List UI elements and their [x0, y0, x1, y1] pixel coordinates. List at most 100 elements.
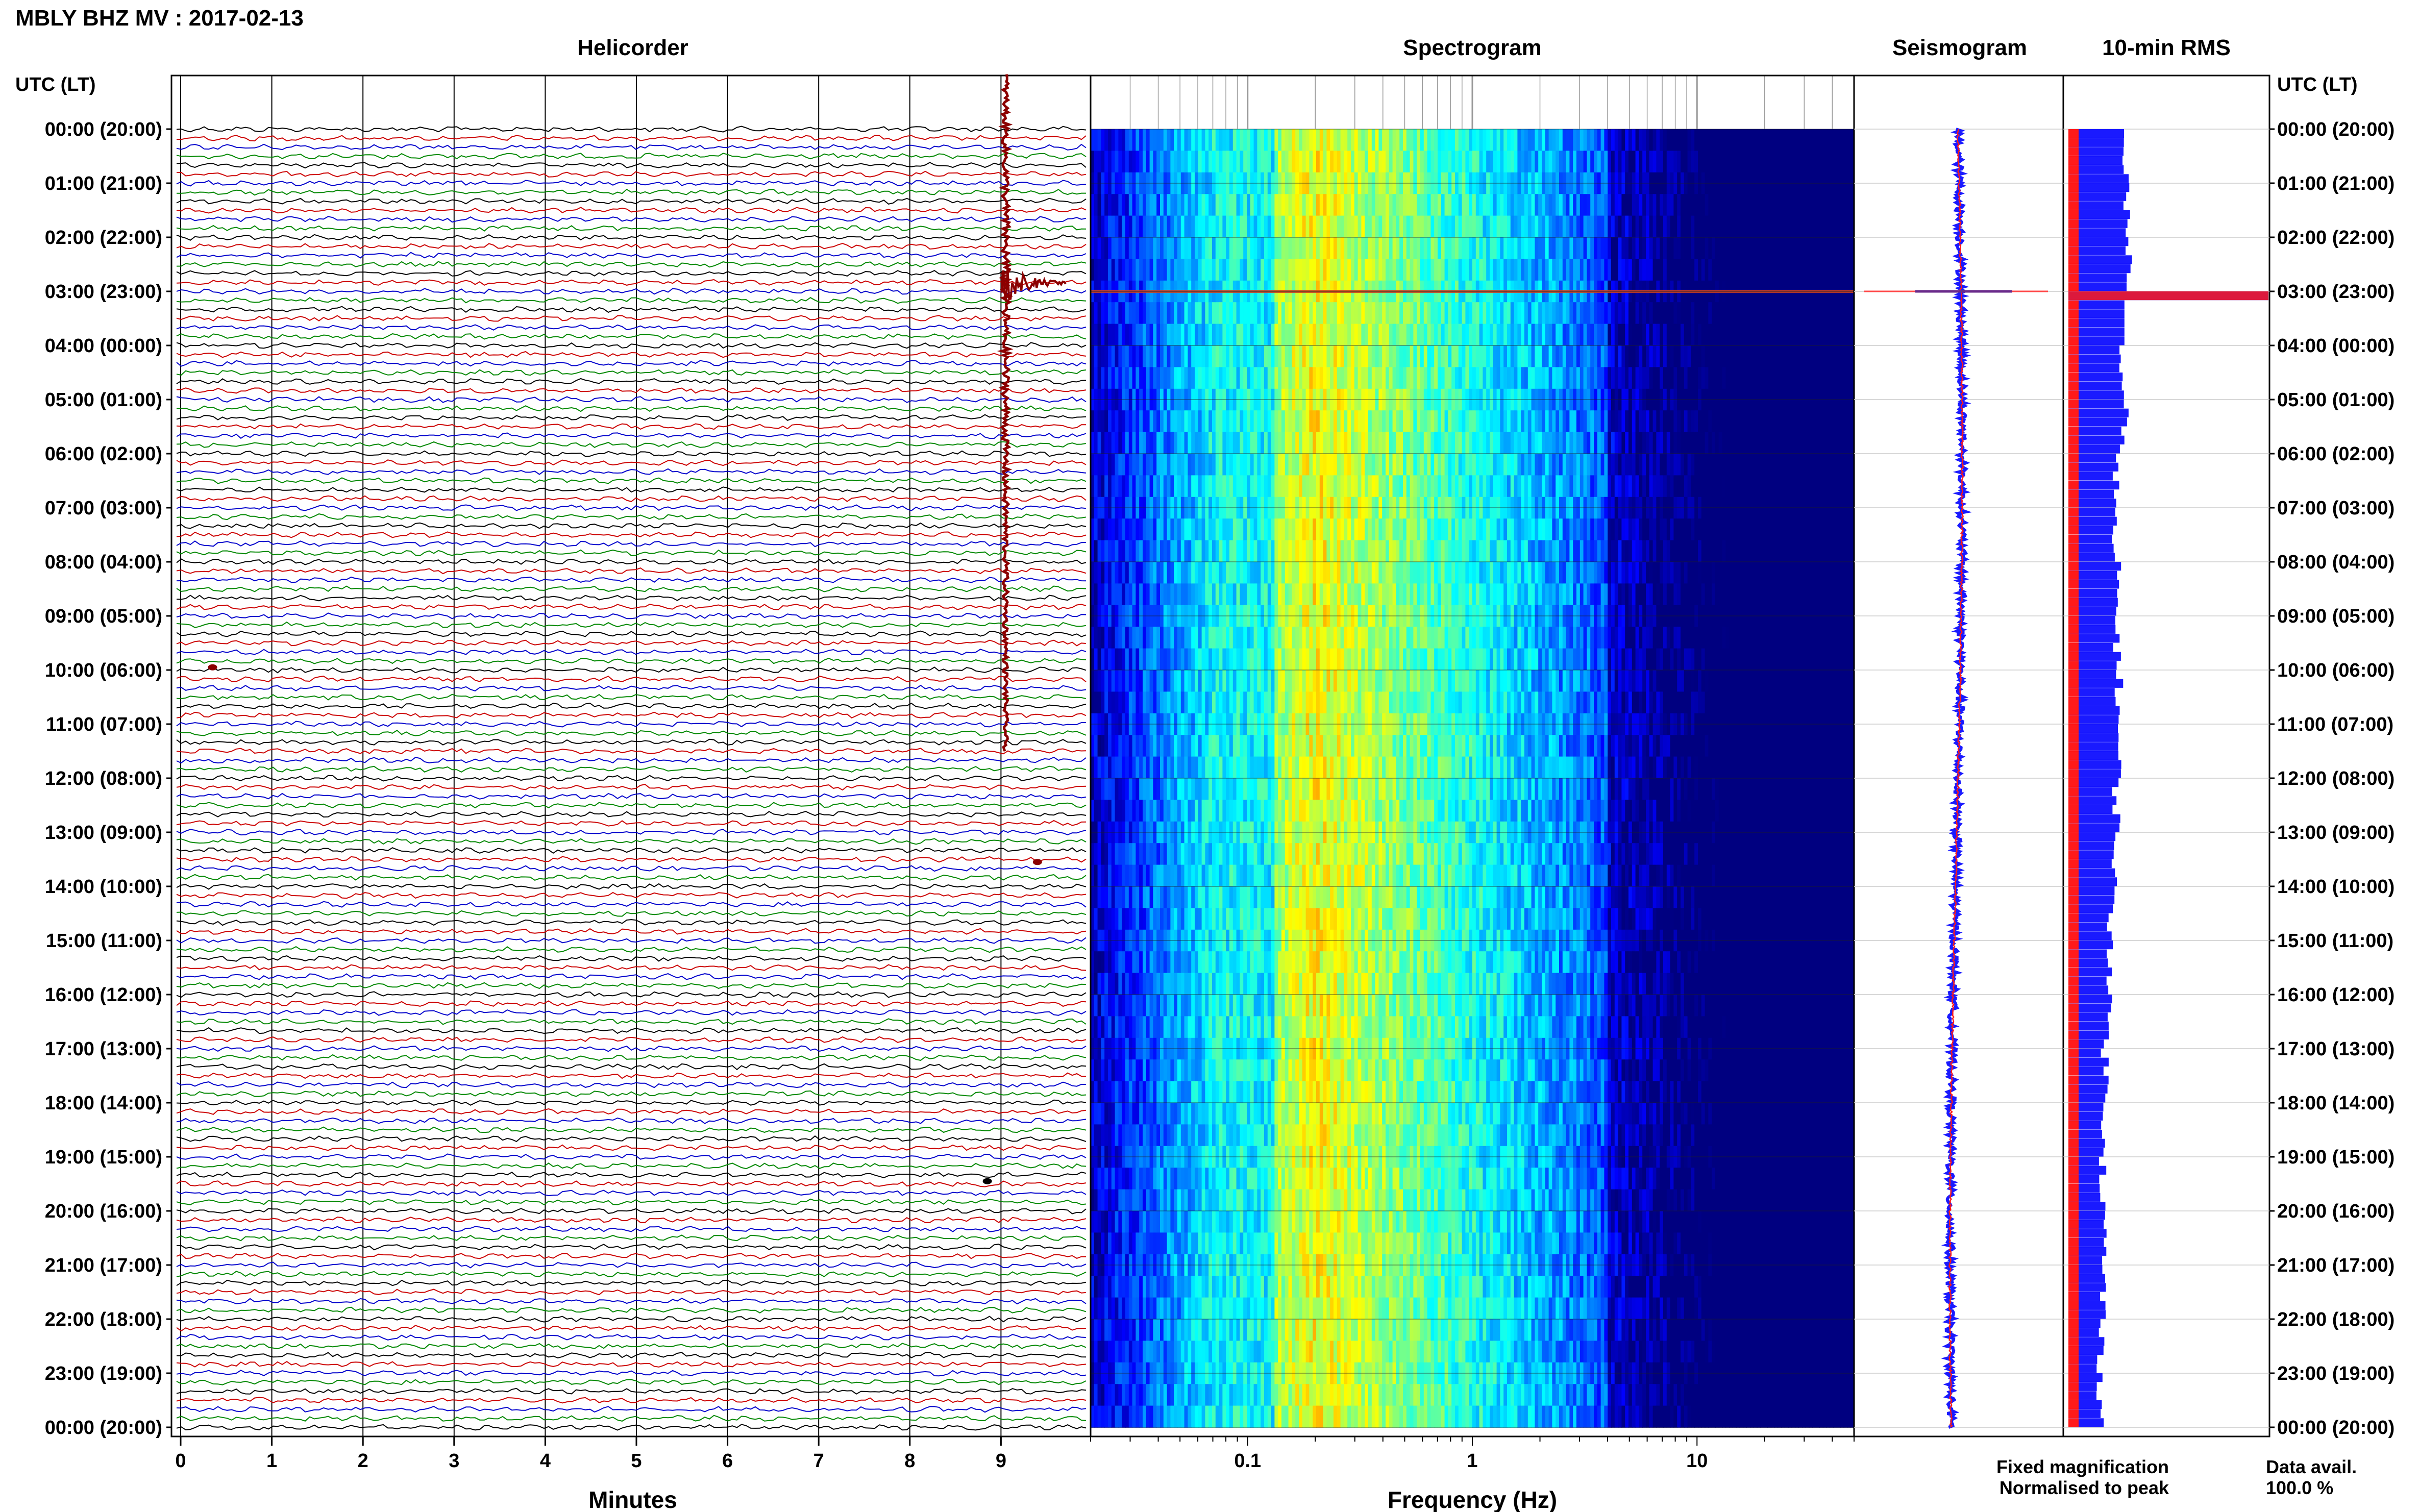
spectrogram-cell	[1243, 583, 1247, 606]
spectrogram-cell	[1365, 540, 1369, 562]
spectrogram-cell	[1302, 778, 1306, 801]
helicorder-trace	[176, 1045, 1087, 1052]
spectrogram-cell	[1108, 756, 1112, 779]
spectrogram-cell	[1191, 648, 1195, 671]
spectrogram-cell	[1316, 302, 1320, 325]
spectrogram-cell	[1108, 518, 1112, 541]
spectrogram-cell	[1160, 215, 1164, 238]
spectrogram-cell	[1115, 237, 1119, 260]
spectrogram-cell	[1257, 627, 1261, 649]
spectrogram-cell	[1288, 1232, 1293, 1255]
spectrogram-cell	[1212, 627, 1216, 649]
spectrogram-cell	[1357, 129, 1362, 152]
spectrogram-cell	[1091, 1276, 1095, 1298]
spectrogram-cell	[1091, 908, 1095, 930]
spectrogram-cell	[1156, 908, 1161, 930]
spectrogram-cell	[1153, 1405, 1157, 1428]
helicorder-trace	[176, 847, 1087, 854]
spectrogram-cell	[1354, 1016, 1359, 1038]
spectrogram-cell	[1323, 237, 1327, 260]
helicorder-trace	[176, 297, 1087, 304]
spectrogram-cell	[1351, 540, 1355, 562]
spectrogram-cell	[1132, 562, 1137, 584]
spectrogram-cell	[1184, 1016, 1189, 1038]
spectrogram-cell	[1292, 129, 1296, 152]
helicorder-x-tick-label: 4	[540, 1450, 551, 1472]
spectrogram-cell	[1184, 345, 1189, 368]
spectrogram-cell	[1330, 886, 1334, 909]
spectrogram-cell	[1361, 432, 1365, 454]
spectrogram-cell	[1323, 151, 1327, 173]
spectrogram-cell	[1198, 864, 1202, 887]
spectrogram-cell	[1177, 1405, 1181, 1428]
spectrogram-cell	[1115, 562, 1119, 584]
spectrogram-cell	[1153, 129, 1157, 152]
spectrogram-cell	[1143, 1211, 1147, 1233]
spectrogram-cell	[1149, 951, 1154, 974]
spectrogram-cell	[1125, 1059, 1129, 1082]
spectrogram-cell	[1184, 1168, 1189, 1190]
spectrogram-cell	[1226, 237, 1230, 260]
spectrogram-cell	[1219, 995, 1223, 1017]
spectrogram-cell	[1319, 886, 1324, 909]
spectrogram-cell	[1285, 1016, 1289, 1038]
spectrogram-cell	[1285, 1211, 1289, 1233]
spectrogram-cell	[1128, 518, 1133, 541]
helicorder-trace	[176, 495, 1087, 503]
spectrogram-cell	[1316, 778, 1320, 801]
spectrogram-cell	[1128, 194, 1133, 216]
spectrogram-cell	[1257, 995, 1261, 1017]
spectrogram-cell	[1295, 1059, 1299, 1082]
spectrogram-cell	[1302, 1103, 1306, 1125]
spectrogram-cell	[1281, 1297, 1286, 1320]
helicorder-trace	[176, 946, 1087, 953]
spectrogram-cell	[1323, 302, 1327, 325]
spectrogram-cell	[1299, 1016, 1303, 1038]
spectrogram-cell	[1354, 1189, 1359, 1211]
spectrogram-cell	[1264, 864, 1268, 887]
spectrogram-cell	[1170, 1211, 1174, 1233]
spectrogram-cell	[1188, 1081, 1192, 1103]
spectrogram-cell	[1128, 215, 1133, 238]
spectrogram-cell	[1357, 1124, 1362, 1147]
spectrogram-cell	[1101, 648, 1105, 671]
spectrogram-cell	[1365, 1124, 1369, 1147]
spectrogram-cell	[1177, 562, 1181, 584]
spectrogram-cell	[1295, 973, 1299, 995]
spectrogram-cell	[1201, 432, 1206, 454]
spectrogram-cell	[1264, 1016, 1268, 1038]
spectrogram-cell	[1337, 259, 1341, 281]
spectrogram-cell	[1351, 259, 1355, 281]
spectrogram-cell	[1091, 1341, 1095, 1363]
spectrogram-cell	[1174, 756, 1178, 779]
spectrogram-cell	[1191, 670, 1195, 692]
spectrogram-cell	[1180, 627, 1185, 649]
spectrogram-cell	[1118, 454, 1122, 476]
spectrogram-cell	[1195, 800, 1199, 822]
spectrogram-cell	[1253, 973, 1258, 995]
spectrogram-cell	[1205, 1168, 1209, 1190]
spectrogram-cell	[1354, 1081, 1359, 1103]
spectrogram-cell	[1163, 518, 1168, 541]
spectrogram-cell	[1118, 540, 1122, 562]
helicorder-trace	[176, 1252, 1087, 1259]
spectrogram-cell	[1323, 215, 1327, 238]
spectrogram-cell	[1285, 778, 1289, 801]
spectrogram-cell	[1334, 735, 1338, 757]
spectrogram-cell	[1330, 691, 1334, 714]
spectrogram-cell	[1292, 648, 1296, 671]
spectrogram-cell	[1354, 951, 1359, 974]
spectrogram-cell	[1184, 864, 1189, 887]
spectrogram-cell	[1104, 800, 1108, 822]
spectrogram-cell	[1212, 194, 1216, 216]
spectrogram-cell	[1236, 259, 1241, 281]
spectrogram-cell	[1309, 864, 1313, 887]
spectrogram-cell	[1174, 670, 1178, 692]
spectrogram-cell	[1163, 259, 1168, 281]
spectrogram-cell	[1292, 1405, 1296, 1428]
spectrogram-cell	[1257, 1405, 1261, 1428]
spectrogram-cell	[1305, 1276, 1310, 1298]
spectrogram-cell	[1250, 1384, 1254, 1406]
spectrogram-cell	[1344, 475, 1348, 498]
spectrogram-cell	[1104, 1297, 1108, 1320]
